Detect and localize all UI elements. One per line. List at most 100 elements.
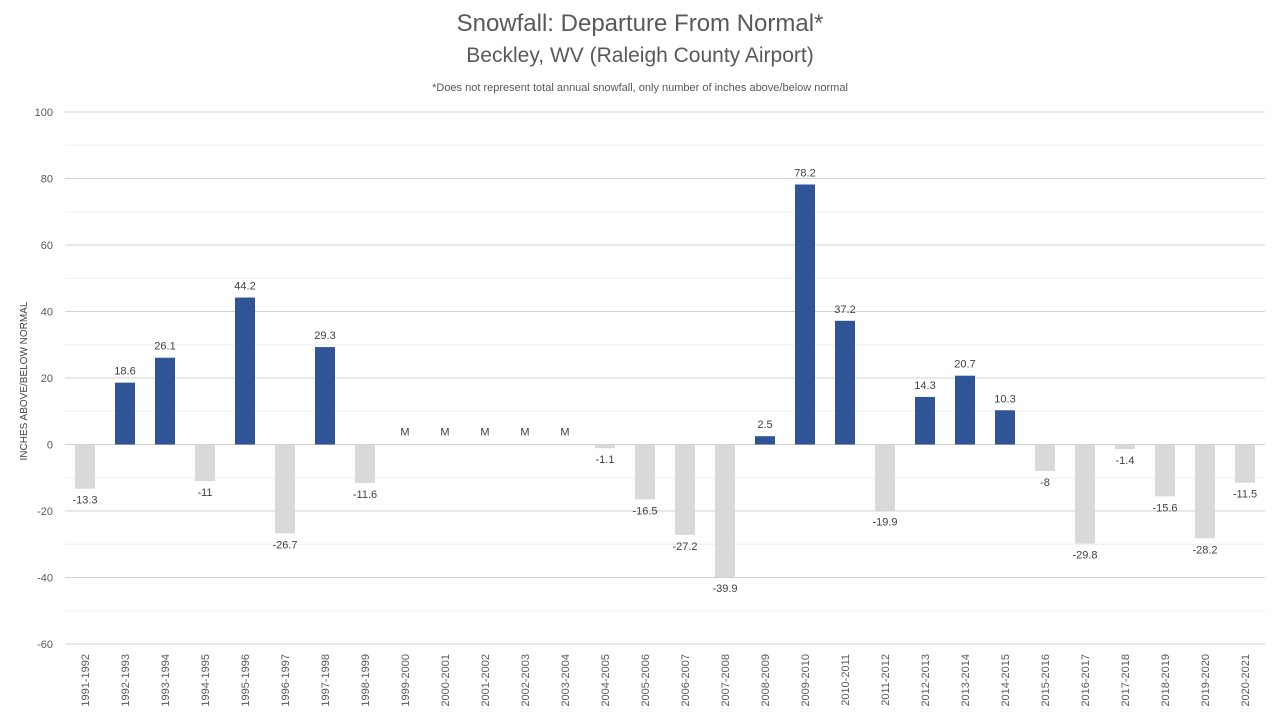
data-label: M bbox=[560, 427, 569, 439]
x-tick-label: 2004-2005 bbox=[600, 654, 612, 707]
bar bbox=[875, 444, 895, 511]
data-label: -27.2 bbox=[672, 541, 697, 553]
data-label: -11.6 bbox=[353, 489, 377, 501]
bar bbox=[1235, 444, 1255, 483]
x-tick-label: 1998-1999 bbox=[360, 654, 372, 707]
x-tick-label: 2001-2002 bbox=[480, 654, 492, 707]
bar bbox=[1195, 444, 1215, 539]
data-label: -29.8 bbox=[1072, 550, 1097, 562]
data-label: 14.3 bbox=[914, 380, 935, 392]
x-tick-label: 2002-2003 bbox=[520, 654, 532, 707]
x-tick-label: 1993-1994 bbox=[160, 654, 172, 707]
data-label: -13.3 bbox=[72, 495, 97, 507]
bar bbox=[155, 357, 175, 445]
data-label: 20.7 bbox=[954, 359, 975, 371]
x-tick-label: 2000-2001 bbox=[440, 654, 452, 707]
bar bbox=[355, 444, 375, 484]
x-tick-label: 2009-2010 bbox=[800, 654, 812, 707]
data-label: 2.5 bbox=[757, 419, 772, 431]
bar bbox=[235, 297, 255, 445]
data-label: 37.2 bbox=[834, 304, 855, 316]
data-label: 26.1 bbox=[154, 341, 175, 353]
bar bbox=[315, 347, 335, 445]
bar bbox=[1155, 444, 1175, 497]
bar bbox=[75, 444, 95, 489]
y-axis-label: INCHES ABOVE/BELOW NORMAL bbox=[19, 301, 30, 460]
bar bbox=[915, 396, 935, 445]
y-tick-label: 40 bbox=[41, 307, 53, 319]
y-tick-label: -60 bbox=[37, 639, 53, 651]
x-tick-label: 1995-1996 bbox=[240, 654, 252, 707]
chart-title: Snowfall: Departure From Normal* bbox=[456, 10, 824, 37]
bar bbox=[1115, 444, 1135, 450]
y-tick-label: 20 bbox=[41, 373, 53, 385]
x-tick-label: 2006-2007 bbox=[680, 654, 692, 707]
x-tick-label: 1994-1995 bbox=[200, 654, 212, 707]
x-tick-label: 2014-2015 bbox=[1000, 654, 1012, 707]
gridlines bbox=[65, 111, 1265, 645]
data-label: 29.3 bbox=[314, 330, 335, 342]
chart-note: *Does not represent total annual snowfal… bbox=[432, 82, 848, 94]
x-tick-label: 2017-2018 bbox=[1120, 654, 1132, 707]
data-label: -8 bbox=[1040, 477, 1050, 489]
data-label: -19.9 bbox=[872, 517, 897, 529]
y-tick-label: 0 bbox=[47, 440, 53, 452]
x-tick-label: 2010-2011 bbox=[840, 654, 852, 706]
data-labels: -13.3 18.6 26.1 -11 44.2 -26.7 29.3 -11.6 M M M M M -… bbox=[72, 167, 1257, 595]
bar bbox=[595, 444, 615, 449]
bars bbox=[75, 184, 1255, 578]
y-tick-label: 60 bbox=[41, 240, 53, 252]
data-label: -16.5 bbox=[632, 505, 657, 517]
x-tick-label: 1997-1998 bbox=[320, 654, 332, 707]
x-tick-label: 1991-1992 bbox=[80, 654, 92, 707]
x-tick-label: 2005-2006 bbox=[640, 654, 652, 707]
data-label: 18.6 bbox=[114, 366, 135, 378]
data-label: -28.2 bbox=[1192, 544, 1217, 556]
bar bbox=[635, 444, 655, 500]
y-axis-ticks: -60 -40 -20 0 20 40 60 80 100 bbox=[35, 107, 53, 651]
x-tick-label: 2020-2021 bbox=[1240, 654, 1252, 707]
bar bbox=[195, 444, 215, 482]
y-tick-label: 80 bbox=[41, 174, 53, 186]
data-label: M bbox=[440, 427, 449, 439]
x-tick-label: 2007-2008 bbox=[720, 654, 732, 707]
x-tick-label: 2003-2004 bbox=[560, 654, 572, 707]
y-tick-label: -20 bbox=[37, 506, 53, 518]
data-label: -1.4 bbox=[1116, 455, 1135, 467]
bar bbox=[955, 375, 975, 445]
data-label: M bbox=[480, 427, 489, 439]
data-label: -39.9 bbox=[712, 583, 737, 595]
bar bbox=[995, 410, 1015, 445]
bar bbox=[675, 444, 695, 535]
data-label: -26.7 bbox=[272, 539, 297, 551]
x-tick-label: 2018-2019 bbox=[1160, 654, 1172, 707]
x-tick-label: 2015-2016 bbox=[1040, 654, 1052, 707]
bar bbox=[275, 444, 295, 534]
x-tick-label: 2008-2009 bbox=[760, 654, 772, 707]
x-tick-label: 2011-2012 bbox=[880, 654, 892, 706]
bar bbox=[715, 444, 735, 578]
bar bbox=[1035, 444, 1055, 472]
data-label: -15.6 bbox=[1152, 502, 1177, 514]
y-tick-label: 100 bbox=[35, 107, 53, 119]
x-tick-label: 2016-2017 bbox=[1080, 654, 1092, 707]
bar bbox=[1075, 444, 1095, 544]
x-tick-label: 1992-1993 bbox=[120, 654, 132, 707]
bar bbox=[795, 184, 815, 445]
y-tick-label: -40 bbox=[37, 573, 53, 585]
data-label: 44.2 bbox=[234, 281, 255, 293]
bar bbox=[115, 382, 135, 445]
data-label: 10.3 bbox=[994, 393, 1015, 405]
x-tick-label: 1996-1997 bbox=[280, 654, 292, 707]
x-tick-label: 2019-2020 bbox=[1200, 654, 1212, 707]
data-label: 78.2 bbox=[794, 167, 815, 179]
data-label: -11 bbox=[197, 487, 212, 499]
chart-subtitle: Beckley, WV (Raleigh County Airport) bbox=[466, 44, 814, 67]
bar bbox=[835, 320, 855, 445]
data-label: -1.1 bbox=[596, 454, 615, 466]
x-tick-label: 1999-2000 bbox=[400, 654, 412, 707]
bar bbox=[755, 436, 775, 445]
data-label: -11.5 bbox=[1233, 489, 1257, 501]
x-tick-label: 2012-2013 bbox=[920, 654, 932, 707]
